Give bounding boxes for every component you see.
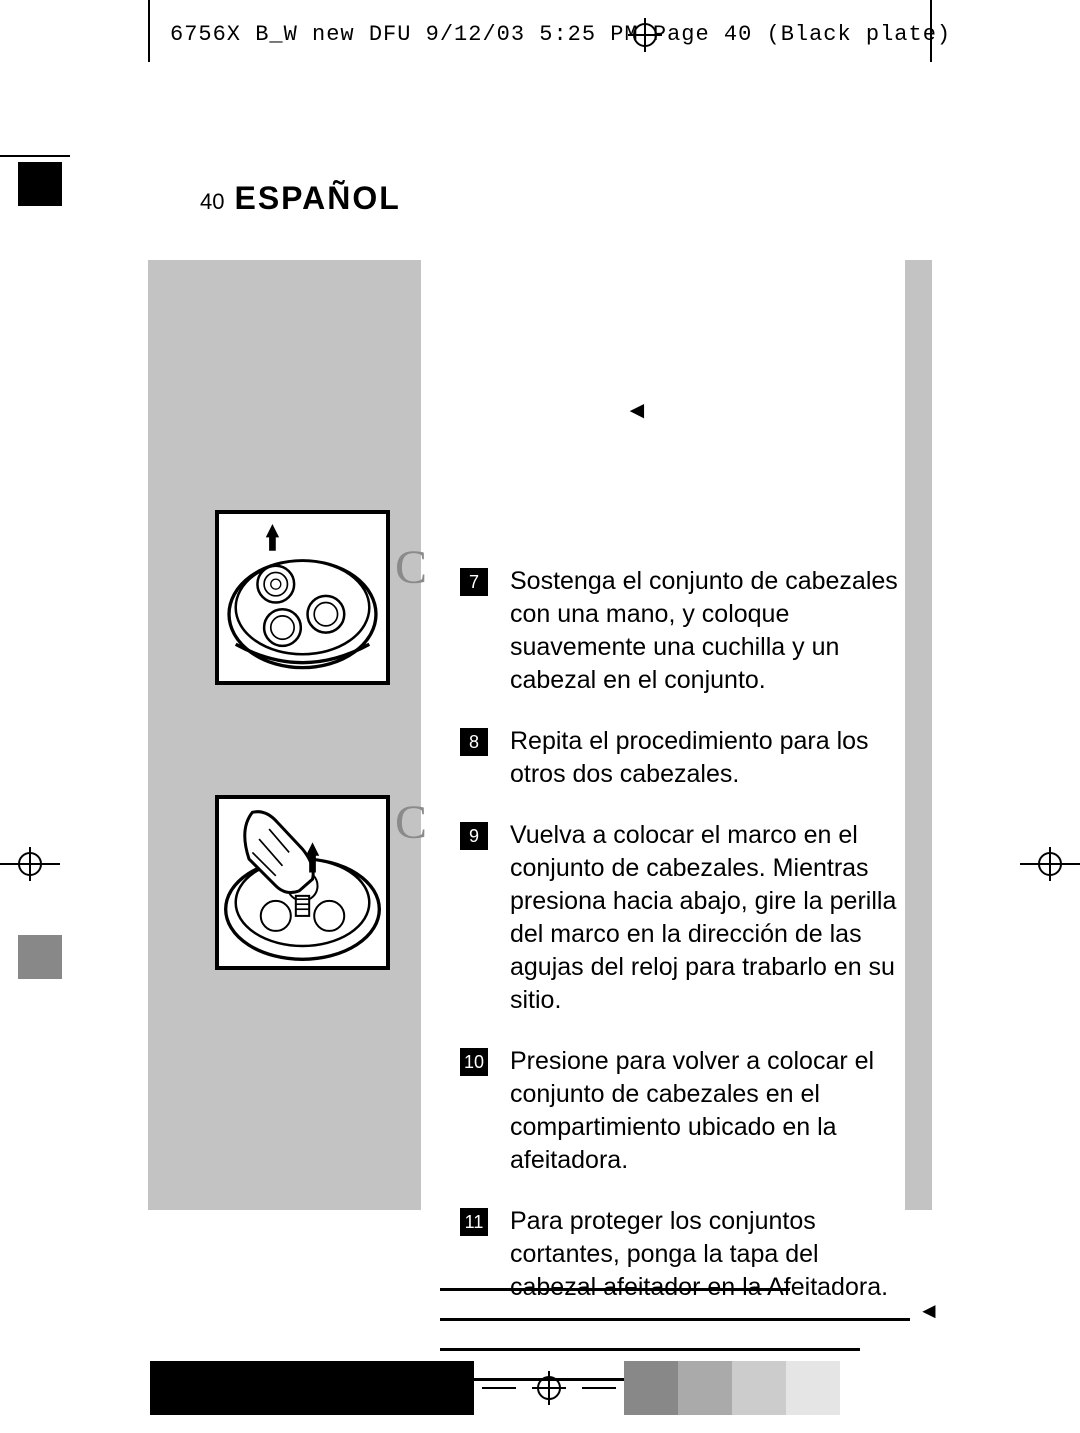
dash-icon — [482, 1387, 516, 1389]
step-number-badge: 11 — [460, 1208, 488, 1236]
step-text: Sostenga el conjunto de cabezales con un… — [510, 565, 905, 697]
color-swatch — [678, 1361, 732, 1415]
color-swatch — [420, 1361, 474, 1415]
step-number-badge: 8 — [460, 728, 488, 756]
color-swatch — [312, 1361, 366, 1415]
step-text: Vuelva a colocar el marco en el conjunto… — [510, 819, 905, 1017]
instruction-figure-7 — [215, 510, 390, 685]
registration-mark-icon — [532, 1371, 566, 1405]
redacted-line — [440, 1348, 860, 1351]
color-swatch — [18, 935, 62, 979]
redacted-line — [440, 1288, 790, 1291]
instruction-item: 10 Presione para volver a colocar el con… — [460, 1045, 905, 1177]
caption-letter: C — [395, 540, 427, 595]
page-header: 40 ESPAÑOL — [200, 180, 401, 217]
color-swatch — [150, 1361, 204, 1415]
color-swatch — [18, 162, 62, 206]
color-swatch — [258, 1361, 312, 1415]
sidebar-band — [905, 260, 932, 1210]
arrow-icon: ◄ — [625, 398, 649, 425]
sidebar-band — [148, 260, 421, 1210]
step-text: Presione para volver a colocar el conjun… — [510, 1045, 905, 1177]
language-title: ESPAÑOL — [234, 180, 400, 217]
step-number-badge: 7 — [460, 568, 488, 596]
registration-mark-icon — [1020, 847, 1080, 881]
crop-mark — [148, 0, 150, 62]
step-number-badge: 9 — [460, 822, 488, 850]
color-swatch — [366, 1361, 420, 1415]
instruction-item: 7 Sostenga el conjunto de cabezales con … — [460, 565, 905, 697]
color-swatch — [786, 1361, 840, 1415]
dash-icon — [582, 1387, 616, 1389]
instruction-item: 8 Repita el procedimiento para los otros… — [460, 725, 905, 791]
step-number-badge: 10 — [460, 1048, 488, 1076]
imposition-slug: 6756X B_W new DFU 9/12/03 5:25 PM Page 4… — [170, 22, 951, 47]
instruction-list: 7 Sostenga el conjunto de cabezales con … — [460, 565, 905, 1332]
instruction-item: 9 Vuelva a colocar el marco en el conjun… — [460, 819, 905, 1017]
press-colorbar — [150, 1361, 840, 1415]
registration-mark-icon — [0, 847, 60, 881]
page-number: 40 — [200, 189, 224, 215]
color-swatch — [624, 1361, 678, 1415]
instruction-figure-9 — [215, 795, 390, 970]
crop-mark — [930, 0, 932, 62]
redacted-line — [440, 1318, 910, 1321]
arrow-icon: ◄ — [918, 1298, 940, 1324]
crop-mark — [0, 155, 70, 157]
color-swatch — [732, 1361, 786, 1415]
registration-mark-icon — [628, 18, 662, 52]
step-text: Repita el procedimiento para los otros d… — [510, 725, 905, 791]
caption-letter: C — [395, 795, 427, 850]
color-swatch — [204, 1361, 258, 1415]
